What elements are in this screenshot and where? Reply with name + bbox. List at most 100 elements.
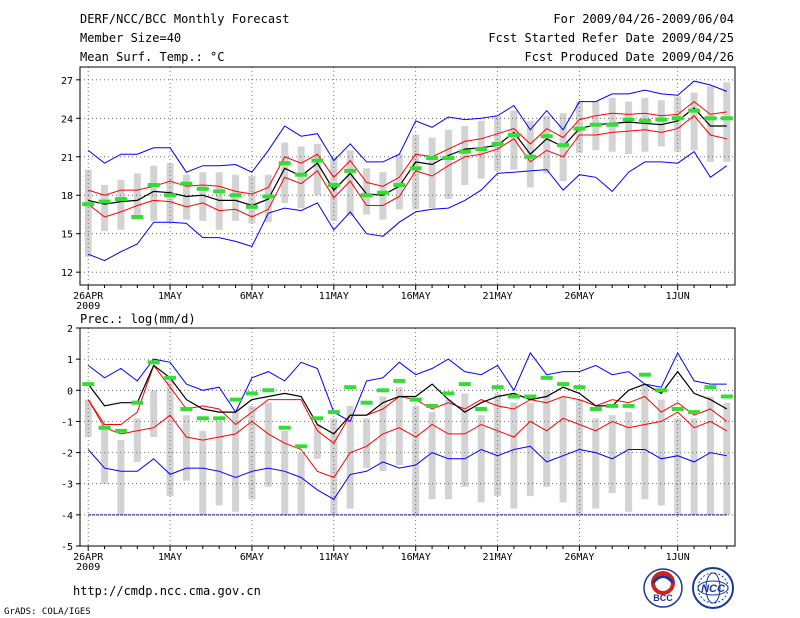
temp-median-line xyxy=(88,107,727,207)
temp-mean-marker xyxy=(557,143,570,148)
precip-mean-marker xyxy=(507,394,520,399)
temp-mean-marker xyxy=(655,117,668,122)
precip-spread-bar xyxy=(444,399,452,500)
precip-panel-title: Prec.: log(mm/d) xyxy=(80,312,196,326)
temp-spread-bar xyxy=(346,150,354,216)
temperature-mean-markers xyxy=(82,108,733,219)
precip-mean-marker xyxy=(458,382,471,387)
temp-max-line xyxy=(87,80,727,173)
temp-min-line xyxy=(88,150,728,262)
temp-mean-marker xyxy=(278,161,291,166)
precip-mean-marker xyxy=(114,428,127,433)
temp-mean-marker xyxy=(360,193,373,198)
precip-spread-bar xyxy=(641,384,649,500)
temp-mean-marker xyxy=(704,116,717,121)
precip-mean-marker xyxy=(622,403,635,408)
ncc-logo: NCC xyxy=(692,567,734,609)
temp-mean-marker xyxy=(524,154,537,159)
temp-spread-bar xyxy=(117,179,125,230)
temp-mean-marker xyxy=(82,202,95,207)
precip-x-tick-label: 1JUN xyxy=(666,552,690,563)
temp-upper-quartile-line xyxy=(88,100,727,196)
precipitation-panel: -5 -4 -3 -2 -1 0 1 2 26APR 1MAY 6MAY 11MAY 16MAY 21MA… xyxy=(61,324,736,573)
member-size-label: Member Size=40 xyxy=(80,31,181,45)
temp-spread-bar xyxy=(412,135,420,210)
precip-spread-bar xyxy=(199,430,207,515)
precip-mean-marker xyxy=(426,403,439,408)
temp-y-tick-label: 27 xyxy=(61,76,73,87)
precip-x-tick-label: 21MAY xyxy=(483,552,513,563)
precip-mean-marker xyxy=(524,394,537,399)
precip-mean-marker xyxy=(606,403,619,408)
precip-lower-quartile-line xyxy=(87,399,728,479)
precip-spread-bar xyxy=(166,380,174,497)
precipitation-mean-markers xyxy=(82,360,733,449)
temp-mean-marker xyxy=(196,186,209,191)
precip-y-tick-label: -5 xyxy=(61,542,73,553)
started-date-label: Fcst Started Refer Date 2009/04/25 xyxy=(488,31,734,45)
temp-mean-marker xyxy=(622,117,635,122)
precip-y-tick-label: -4 xyxy=(61,511,73,522)
temp-x-tick-label: 21MAY xyxy=(483,291,513,302)
temp-spread-bar xyxy=(444,129,452,199)
temp-mean-marker xyxy=(671,116,684,121)
temp-mean-marker xyxy=(688,108,701,113)
precip-spread-bar xyxy=(657,399,665,506)
precip-spread-bar xyxy=(723,402,731,515)
temp-spread-bar xyxy=(543,115,551,174)
precip-max-line xyxy=(87,351,727,423)
precip-mean-marker xyxy=(393,378,406,383)
precip-spread-bar xyxy=(559,396,567,503)
precip-mean-marker xyxy=(688,410,701,415)
precip-y-tick-label: 0 xyxy=(67,386,73,397)
temp-spread-bar xyxy=(690,92,698,151)
temp-x-tick-label: 16MAY xyxy=(401,291,431,302)
precip-mean-marker xyxy=(442,391,455,396)
precip-mean-marker xyxy=(262,388,275,393)
precip-mean-marker xyxy=(245,391,258,396)
precip-mean-marker xyxy=(638,372,651,377)
temp-spread-bar xyxy=(101,185,109,232)
temp-spread-bar xyxy=(182,174,190,220)
precip-spread-bar xyxy=(297,452,305,515)
temp-x-tick-label: 26APR xyxy=(73,291,104,302)
temp-mean-marker xyxy=(638,118,651,123)
temp-mean-marker xyxy=(164,193,177,198)
precip-mean-marker xyxy=(360,400,373,405)
precip-mean-marker xyxy=(147,360,160,365)
temp-mean-marker xyxy=(213,189,226,194)
temp-spread-bar xyxy=(461,126,469,185)
precip-year-label: 2009 xyxy=(76,562,100,573)
precip-mean-marker xyxy=(229,397,242,402)
precip-mean-marker xyxy=(164,375,177,380)
bcc-logo: BCC xyxy=(643,568,683,608)
precip-min-line xyxy=(87,445,727,500)
precip-spread-bar xyxy=(281,430,289,515)
temp-spread-bar xyxy=(133,173,141,219)
temp-mean-marker xyxy=(327,183,340,187)
temp-spread-bar xyxy=(641,97,649,152)
temp-spread-bar xyxy=(510,110,518,170)
precip-mean-marker xyxy=(311,416,324,421)
precip-mean-marker xyxy=(327,410,340,415)
temp-mean-marker xyxy=(442,156,455,160)
temperature-axes: 12 15 18 21 24 27 26APR 1MAY 6MAY 11MAY 16MAY 21MAY… xyxy=(61,76,728,312)
temp-mean-marker xyxy=(426,156,439,160)
bcc-logo-text: BCC xyxy=(653,593,673,603)
precip-spread-bar xyxy=(461,393,469,487)
temp-spread-bar xyxy=(297,146,305,209)
precip-mean-marker xyxy=(376,388,389,393)
temp-spread-bar xyxy=(625,101,633,155)
temp-lower-quartile-line xyxy=(87,115,727,218)
temp-mean-marker xyxy=(98,199,111,204)
temp-spread-bar xyxy=(395,154,403,210)
precip-mean-marker xyxy=(655,388,668,393)
precip-spread-bar xyxy=(346,405,354,509)
precip-spread-bar xyxy=(477,415,485,503)
precip-mean-marker xyxy=(131,400,144,405)
precip-x-tick-label: 1MAY xyxy=(158,552,182,563)
temp-year-label: 2009 xyxy=(76,301,100,312)
precip-spread-bar xyxy=(232,412,240,512)
temp-spread-bar xyxy=(723,82,731,162)
